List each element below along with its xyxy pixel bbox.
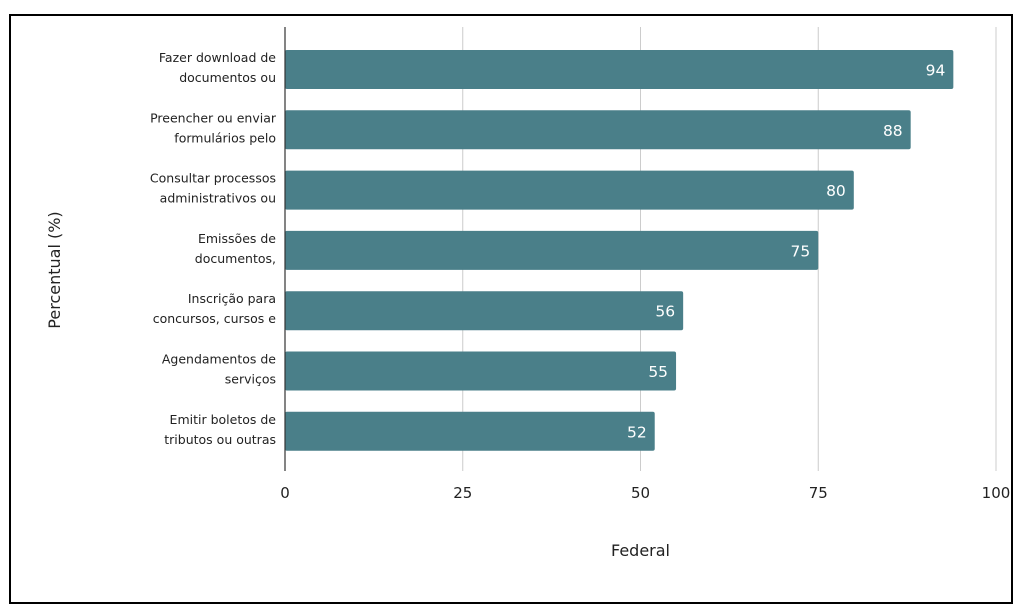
x-tick-label: 75 <box>809 484 828 502</box>
y-tick-label-line: Preencher ou enviar <box>150 110 277 125</box>
bar <box>285 170 854 210</box>
axes: 0 25 50 75 100 Fazer download de documentos ou… <box>150 27 1010 502</box>
bar <box>285 230 819 270</box>
y-tick-label: Emissões de documentos, <box>195 231 277 266</box>
y-tick-label: Emitir boletos de tributos ou outras <box>164 412 276 447</box>
y-tick-label-line: serviços <box>225 372 276 387</box>
y-tick-label-line: formulários pelo <box>174 130 276 145</box>
data-label: 80 <box>826 182 846 200</box>
x-tick-label: 50 <box>631 484 650 502</box>
x-tick-label: 25 <box>453 484 472 502</box>
y-tick-label-line: documentos ou <box>179 70 276 85</box>
y-tick-label-line: concursos, cursos e <box>153 311 277 326</box>
bar <box>285 291 684 331</box>
y-tick-label: Inscrição para concursos, cursos e <box>153 291 277 326</box>
y-axis-title: Percentual (%) <box>45 211 64 328</box>
bar-chart: 94 88 80 75 56 55 52 0 25 50 75 100 Fazer download … <box>45 27 1010 560</box>
data-label: 75 <box>791 242 811 260</box>
bar <box>285 50 954 89</box>
y-tick-label-line: Agendamentos de <box>162 352 276 367</box>
y-tick-label-line: Fazer download de <box>159 50 276 65</box>
bar <box>285 110 911 150</box>
y-tick-label-line: administrativos ou <box>160 191 276 206</box>
y-tick-label-line: Emitir boletos de <box>170 412 277 427</box>
y-tick-label: Fazer download de documentos ou <box>159 50 276 85</box>
y-tick-label-line: Inscrição para <box>188 291 276 306</box>
data-label: 52 <box>627 423 647 441</box>
y-tick-label-line: Consultar processos <box>150 171 276 186</box>
y-tick-label: Consultar processos administrativos ou <box>150 171 276 206</box>
y-tick-label-line: tributos ou outras <box>164 432 276 447</box>
x-axis-title: Federal <box>611 541 670 560</box>
bars: 94 88 80 75 56 55 52 <box>285 50 954 451</box>
x-tick-label: 0 <box>280 484 290 502</box>
data-label: 94 <box>926 62 946 80</box>
y-tick-label-line: Emissões de <box>198 231 276 246</box>
data-label: 55 <box>648 363 668 381</box>
bar <box>285 411 655 451</box>
y-tick-label-line: documentos, <box>195 251 276 266</box>
bar <box>285 351 677 391</box>
y-tick-label: Preencher ou enviar formulários pelo <box>150 110 277 145</box>
y-tick-label: Agendamentos de serviços <box>162 352 276 387</box>
data-label: 56 <box>655 303 675 321</box>
data-label: 88 <box>883 122 903 140</box>
x-tick-label: 100 <box>982 484 1011 502</box>
